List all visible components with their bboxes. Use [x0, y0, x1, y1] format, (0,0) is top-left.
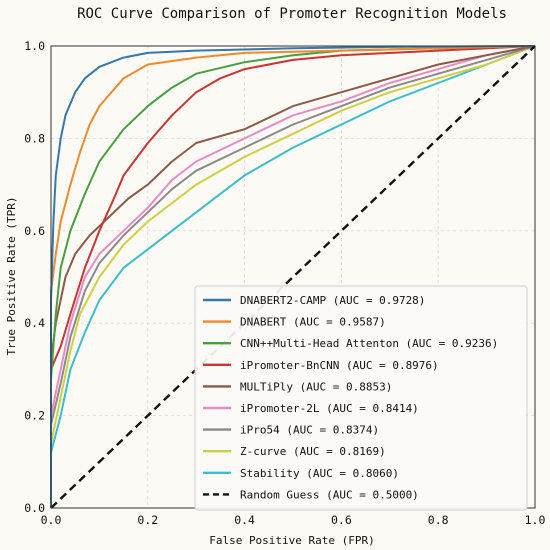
- chart-title: ROC Curve Comparison of Promoter Recogni…: [77, 6, 507, 22]
- legend-entry: Random Guess (AUC = 0.5000): [240, 488, 419, 501]
- series-line-ipromoter-bncnn: [50, 45, 536, 508]
- legend-entry: Z-curve (AUC = 0.8169): [240, 445, 386, 458]
- y-tick-label: 0.2: [24, 409, 45, 423]
- x-tick-label: 0.0: [41, 513, 62, 527]
- legend-entry: iPro54 (AUC = 0.8374): [240, 424, 379, 437]
- legend-entry: iPromoter-BnCNN (AUC = 0.8976): [240, 359, 439, 372]
- legend-entry: Stability (AUC = 0.8060): [240, 467, 399, 480]
- legend: DNABERT2-CAMP (AUC = 0.9728) DNABERT (AUC…: [194, 285, 528, 511]
- series-line-cnn-multi-head-attenton: [50, 45, 536, 508]
- series-line-random-guess: [50, 45, 536, 509]
- legend-entry: MULTiPly (AUC = 0.8853): [240, 380, 392, 393]
- x-tick-label: 0.6: [331, 513, 352, 527]
- y-axis-label: True Positive Rate (TPR): [5, 197, 18, 356]
- y-tick-label: 1.0: [24, 39, 45, 53]
- series-line-stability: [50, 45, 536, 508]
- x-tick-label: 0.2: [137, 513, 158, 527]
- x-tick-label: 1.0: [525, 513, 546, 527]
- series-lines: [50, 45, 536, 509]
- x-tick-label: 0.4: [234, 513, 255, 527]
- y-tick-label: 0.8: [24, 131, 45, 145]
- tick-labels: 0.0 0.2 0.4 0.6 0.8 1.0 0.0 0.2 0.4 0.6 0.8 1.0: [24, 39, 545, 527]
- legend-entry: iPromoter-2L (AUC = 0.8414): [240, 402, 419, 415]
- legend-entry: DNABERT2-CAMP (AUC = 0.9728): [240, 294, 425, 307]
- legend-entry: DNABERT (AUC = 0.9587): [240, 316, 386, 329]
- legend-entry: CNN++Multi-Head Attenton (AUC = 0.9236): [240, 337, 498, 350]
- series-line-ipromoter-2l: [50, 45, 536, 508]
- y-tick-label: 0.6: [24, 224, 45, 238]
- series-line-ipro54: [50, 45, 536, 508]
- y-tick-label: 0.4: [24, 316, 45, 330]
- series-line-z-curve: [50, 45, 536, 508]
- legend-box: [194, 285, 528, 511]
- y-tick-label: 0.0: [24, 501, 45, 515]
- x-axis-label: False Positive Rate (FPR): [209, 534, 375, 547]
- series-line-dnabert: [50, 45, 536, 508]
- series-line-dnabert2-camp: [50, 45, 536, 508]
- x-tick-label: 0.8: [428, 513, 449, 527]
- series-line-multiply: [50, 45, 536, 508]
